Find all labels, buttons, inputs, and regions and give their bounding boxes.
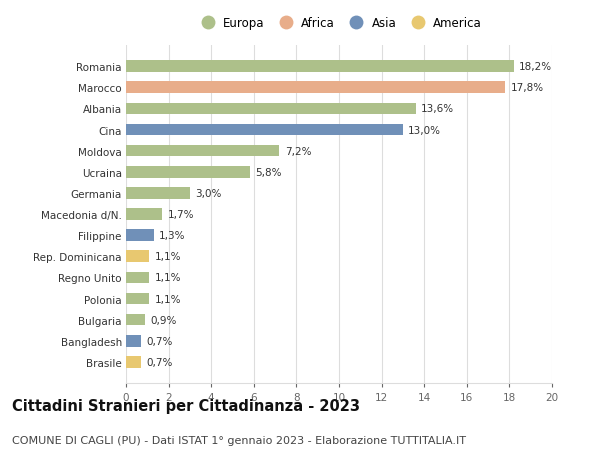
Text: 1,1%: 1,1% bbox=[155, 273, 181, 283]
Bar bbox=[126, 167, 250, 178]
Bar bbox=[126, 293, 149, 305]
Text: 1,1%: 1,1% bbox=[155, 294, 181, 304]
Legend: Europa, Africa, Asia, America: Europa, Africa, Asia, America bbox=[194, 15, 484, 33]
Text: 1,1%: 1,1% bbox=[155, 252, 181, 262]
Text: 0,7%: 0,7% bbox=[146, 336, 173, 346]
Text: 13,0%: 13,0% bbox=[408, 125, 441, 135]
Bar bbox=[126, 61, 514, 73]
Text: 3,0%: 3,0% bbox=[195, 189, 221, 198]
Bar bbox=[126, 356, 141, 368]
Text: 0,9%: 0,9% bbox=[151, 315, 177, 325]
Bar bbox=[126, 188, 190, 199]
Text: 1,3%: 1,3% bbox=[159, 231, 185, 241]
Bar bbox=[126, 251, 149, 263]
Bar bbox=[126, 209, 162, 220]
Text: 7,2%: 7,2% bbox=[284, 146, 311, 157]
Text: 5,8%: 5,8% bbox=[255, 168, 281, 178]
Text: 17,8%: 17,8% bbox=[511, 83, 544, 93]
Bar bbox=[126, 272, 149, 284]
Text: COMUNE DI CAGLI (PU) - Dati ISTAT 1° gennaio 2023 - Elaborazione TUTTITALIA.IT: COMUNE DI CAGLI (PU) - Dati ISTAT 1° gen… bbox=[12, 435, 466, 445]
Text: Cittadini Stranieri per Cittadinanza - 2023: Cittadini Stranieri per Cittadinanza - 2… bbox=[12, 398, 360, 413]
Bar bbox=[126, 230, 154, 241]
Bar bbox=[126, 124, 403, 136]
Bar bbox=[126, 103, 416, 115]
Bar bbox=[126, 82, 505, 94]
Bar bbox=[126, 146, 280, 157]
Bar bbox=[126, 314, 145, 326]
Bar bbox=[126, 335, 141, 347]
Text: 0,7%: 0,7% bbox=[146, 357, 173, 367]
Text: 1,7%: 1,7% bbox=[167, 210, 194, 219]
Text: 18,2%: 18,2% bbox=[519, 62, 552, 72]
Text: 13,6%: 13,6% bbox=[421, 104, 454, 114]
